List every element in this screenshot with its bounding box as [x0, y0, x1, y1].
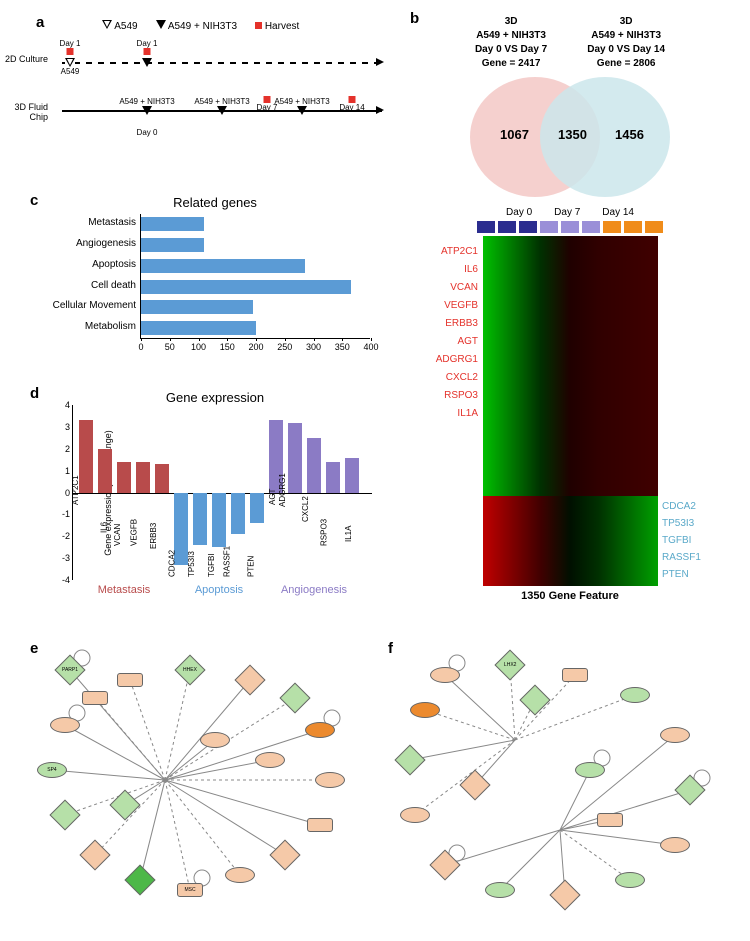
timeline-row: 3D Fluid ChipA549 + NIH3T3Day 0A549 + NI… — [52, 96, 382, 126]
panel-b: 3D A549 + NIH3T3 Day 0 VS Day 7 Gene = 2… — [420, 15, 720, 625]
network-node — [562, 668, 588, 682]
label-d: d — [30, 385, 39, 402]
panel-a-legend: A549 A549 + NIH3T3 Harvest — [102, 20, 299, 32]
network-node — [660, 837, 690, 853]
network-node — [615, 872, 645, 888]
network-node — [430, 667, 460, 683]
heatmap: Day 0 Day 7 Day 14 ATP2C1IL6VCANVEGFBERB… — [420, 207, 720, 602]
heatmap-caption: 1350 Gene Feature — [420, 590, 720, 602]
network-node — [255, 752, 285, 768]
network-node: SP4 — [37, 762, 67, 778]
panel-f-network: LHX2 — [390, 640, 725, 915]
venn-diagram: 1067 1350 1456 — [460, 77, 680, 197]
timeline-row: 2D CultureDay 1A549Day 1 — [52, 48, 382, 78]
panel-c-barchart: Related genes MetastasisAngiogenesisApop… — [40, 195, 390, 360]
network-node — [575, 762, 605, 778]
panel-e-network: PARP1HHEXMSCSP4 — [30, 640, 365, 915]
network-node — [485, 882, 515, 898]
venn-headers: 3D A549 + NIH3T3 Day 0 VS Day 7 Gene = 2… — [420, 15, 720, 71]
label-b: b — [410, 10, 419, 27]
network-node — [597, 813, 623, 827]
network-node — [82, 691, 108, 705]
network-node — [315, 772, 345, 788]
label-a: a — [36, 14, 44, 31]
panel-c-title: Related genes — [40, 195, 390, 210]
network-node — [117, 673, 143, 687]
network-node — [305, 722, 335, 738]
panel-d-title: Gene expression — [40, 390, 390, 405]
network-node — [410, 702, 440, 718]
network-node: MSC — [177, 883, 203, 897]
network-node — [660, 727, 690, 743]
network-node — [200, 732, 230, 748]
network-node — [620, 687, 650, 703]
label-c: c — [30, 192, 38, 209]
panel-a-timeline: A549 A549 + NIH3T3 Harvest 2D CultureDay… — [52, 20, 392, 140]
network-node — [225, 867, 255, 883]
panel-d-barchart: Gene expression Gene expression(Fold Cha… — [40, 390, 390, 620]
network-node — [50, 717, 80, 733]
network-node — [400, 807, 430, 823]
network-node — [307, 818, 333, 832]
